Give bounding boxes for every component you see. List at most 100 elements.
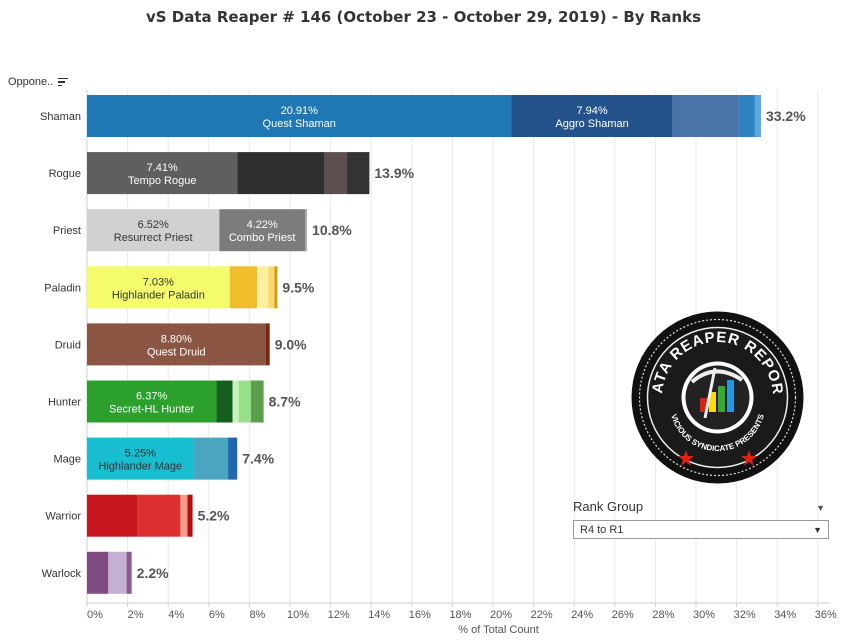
bar-shaman-segment-4[interactable]	[754, 95, 761, 137]
bar-paladin-segment-0-name-label: Highlander Paladin	[112, 289, 205, 301]
opponent-column-header[interactable]: Oppone..	[8, 76, 69, 88]
bar-mage-segment-2[interactable]	[228, 437, 238, 480]
bar-total-label-priest: 10.8%	[312, 222, 352, 238]
category-labels: Shaman Rogue Priest Paladin Druid Hunter Mage W…	[40, 111, 81, 580]
x-tick-label-24: 24%	[571, 609, 593, 621]
bar-rogue-segment-0[interactable]	[87, 152, 238, 195]
x-tick-label-14: 14%	[368, 609, 390, 621]
category-label-rogue: Rogue	[49, 168, 81, 180]
bar-priest-segment-1-name-label: Combo Priest	[229, 232, 296, 244]
bar-rogue-segment-0-pct-label: 7.41%	[147, 162, 178, 174]
bar-mage-segment-0-name-label: Highlander Mage	[98, 461, 182, 473]
rank-group-label: Rank Group	[573, 499, 644, 514]
x-tick-label-0: 0%	[87, 609, 103, 621]
bar-warrior-segment-1[interactable]	[137, 494, 181, 537]
bar-total-label-warrior: 5.2%	[198, 508, 230, 524]
bar-warrior-segment-3[interactable]	[187, 494, 193, 537]
bar-mage-segment-1[interactable]	[193, 437, 229, 480]
x-tick-label-20: 20%	[490, 609, 512, 621]
bar-hunter-segment-0-name-label: Secret-HL Hunter	[109, 404, 195, 416]
x-tick-label-10: 10%	[287, 609, 309, 621]
x-tick-label-32: 32%	[734, 609, 756, 621]
bar-priest-segment-0[interactable]	[87, 209, 220, 252]
category-label-shaman: Shaman	[40, 111, 81, 123]
category-label-warrior: Warrior	[45, 511, 81, 523]
rank-group-selected: R4 to R1	[580, 523, 624, 536]
x-tick-label-2: 2%	[128, 609, 144, 621]
category-label-priest: Priest	[53, 225, 81, 237]
bar-hunter-segment-0[interactable]	[87, 380, 217, 423]
category-label-paladin: Paladin	[44, 282, 81, 294]
bar-hunter-segment-2[interactable]	[232, 380, 239, 423]
chart-title: vS Data Reaper # 146 (October 23 - Octob…	[145, 8, 702, 26]
category-label-warlock: Warlock	[42, 568, 82, 580]
bar-shaman-segment-0[interactable]	[87, 95, 512, 137]
x-tick-label-8: 8%	[249, 609, 265, 621]
x-tick-label-34: 34%	[774, 609, 796, 621]
bar-hunter-segment-1[interactable]	[216, 380, 233, 423]
bar-warlock-segment-1[interactable]	[108, 551, 127, 594]
bar-paladin-segment-3[interactable]	[268, 266, 275, 309]
x-tick-label-16: 16%	[409, 609, 431, 621]
bar-paladin-segment-1[interactable]	[229, 266, 258, 309]
bar-total-label-warlock: 2.2%	[137, 565, 169, 581]
x-tick-label-4: 4%	[168, 609, 184, 621]
bar-hunter-segment-0-pct-label: 6.37%	[136, 391, 167, 403]
bar-total-label-paladin: 9.5%	[282, 279, 314, 295]
bar-warrior-segment-2[interactable]	[180, 494, 188, 537]
x-tick-label-36: 36%	[815, 609, 837, 621]
bar-total-label-druid: 9.0%	[275, 336, 307, 352]
bar-shaman-segment-1[interactable]	[511, 95, 673, 137]
bar-total-label-mage: 7.4%	[242, 451, 274, 467]
bars: 20.91%Quest Shaman 7.94%Aggro Shaman 33.2%…	[87, 95, 806, 594]
bar-shaman-segment-1-name-label: Aggro Shaman	[555, 118, 628, 130]
bar-shaman-segment-2[interactable]	[672, 95, 739, 137]
bar-rogue-segment-1[interactable]	[237, 152, 325, 195]
sort-icon[interactable]	[58, 77, 69, 87]
category-label-druid: Druid	[55, 339, 81, 351]
x-tick-label-6: 6%	[209, 609, 225, 621]
bar-priest-segment-2[interactable]	[305, 209, 308, 252]
dropdown-caret-icon: ▼	[813, 524, 822, 535]
x-tick-label-12: 12%	[328, 609, 350, 621]
bar-shaman-segment-0-name-label: Quest Shaman	[263, 118, 336, 130]
bar-warlock-segment-2[interactable]	[126, 551, 132, 594]
bar-druid-segment-0[interactable]	[87, 323, 266, 366]
bar-hunter-segment-4[interactable]	[250, 380, 264, 423]
bar-mage-segment-0[interactable]	[87, 437, 194, 480]
data-reaper-logo: DATA REAPER REPORT VICIOUS SYNDICATE PRE…	[624, 297, 805, 485]
bar-rogue-segment-3[interactable]	[347, 152, 370, 195]
bar-rogue-segment-0-name-label: Tempo Rogue	[128, 175, 197, 187]
x-tick-label-30: 30%	[693, 609, 715, 621]
bar-warrior-segment-0[interactable]	[87, 494, 138, 537]
rank-group-select[interactable]: R4 to R1 ▼	[573, 520, 829, 539]
bar-shaman-segment-0-pct-label: 20.91%	[281, 105, 319, 117]
bar-priest-segment-1[interactable]	[219, 209, 306, 252]
rank-group-filter: Rank Group ▼ R4 to R1 ▼	[573, 499, 829, 539]
bar-hunter-segment-3[interactable]	[238, 380, 251, 423]
category-label-hunter: Hunter	[48, 397, 81, 409]
bar-paladin-segment-0[interactable]	[87, 266, 230, 309]
bar-rogue-segment-2[interactable]	[324, 152, 348, 195]
bar-priest-segment-0-name-label: Resurrect Priest	[114, 232, 193, 244]
x-tick-label-18: 18%	[449, 609, 471, 621]
bar-total-label-shaman: 33.2%	[766, 108, 806, 124]
category-label-mage: Mage	[53, 454, 81, 466]
bar-priest-segment-0-pct-label: 6.52%	[138, 219, 169, 231]
bar-total-label-rogue: 13.9%	[374, 165, 414, 181]
bar-paladin-segment-2[interactable]	[257, 266, 269, 309]
filter-menu-icon[interactable]: ▼	[816, 503, 825, 513]
bar-shaman-segment-1-pct-label: 7.94%	[576, 105, 607, 117]
bar-paladin-segment-4[interactable]	[274, 266, 278, 309]
bar-warlock-segment-0[interactable]	[87, 551, 109, 594]
bar-shaman-segment-3[interactable]	[738, 95, 755, 137]
x-axis: 0% 2% 4% 6% 8% 10% 12% 14% 16% 18% 20% 22% 24% 26% 28%…	[86, 602, 837, 636]
x-axis-title: % of Total Count	[458, 624, 539, 636]
bar-druid-segment-0-pct-label: 8.80%	[161, 333, 192, 345]
opponent-header-label: Oppone..	[8, 76, 54, 88]
bar-druid-segment-1[interactable]	[265, 323, 270, 366]
bar-paladin-segment-0-pct-label: 7.03%	[143, 276, 174, 288]
bar-mage-segment-0-pct-label: 5.25%	[125, 448, 156, 460]
x-tick-label-22: 22%	[531, 609, 553, 621]
